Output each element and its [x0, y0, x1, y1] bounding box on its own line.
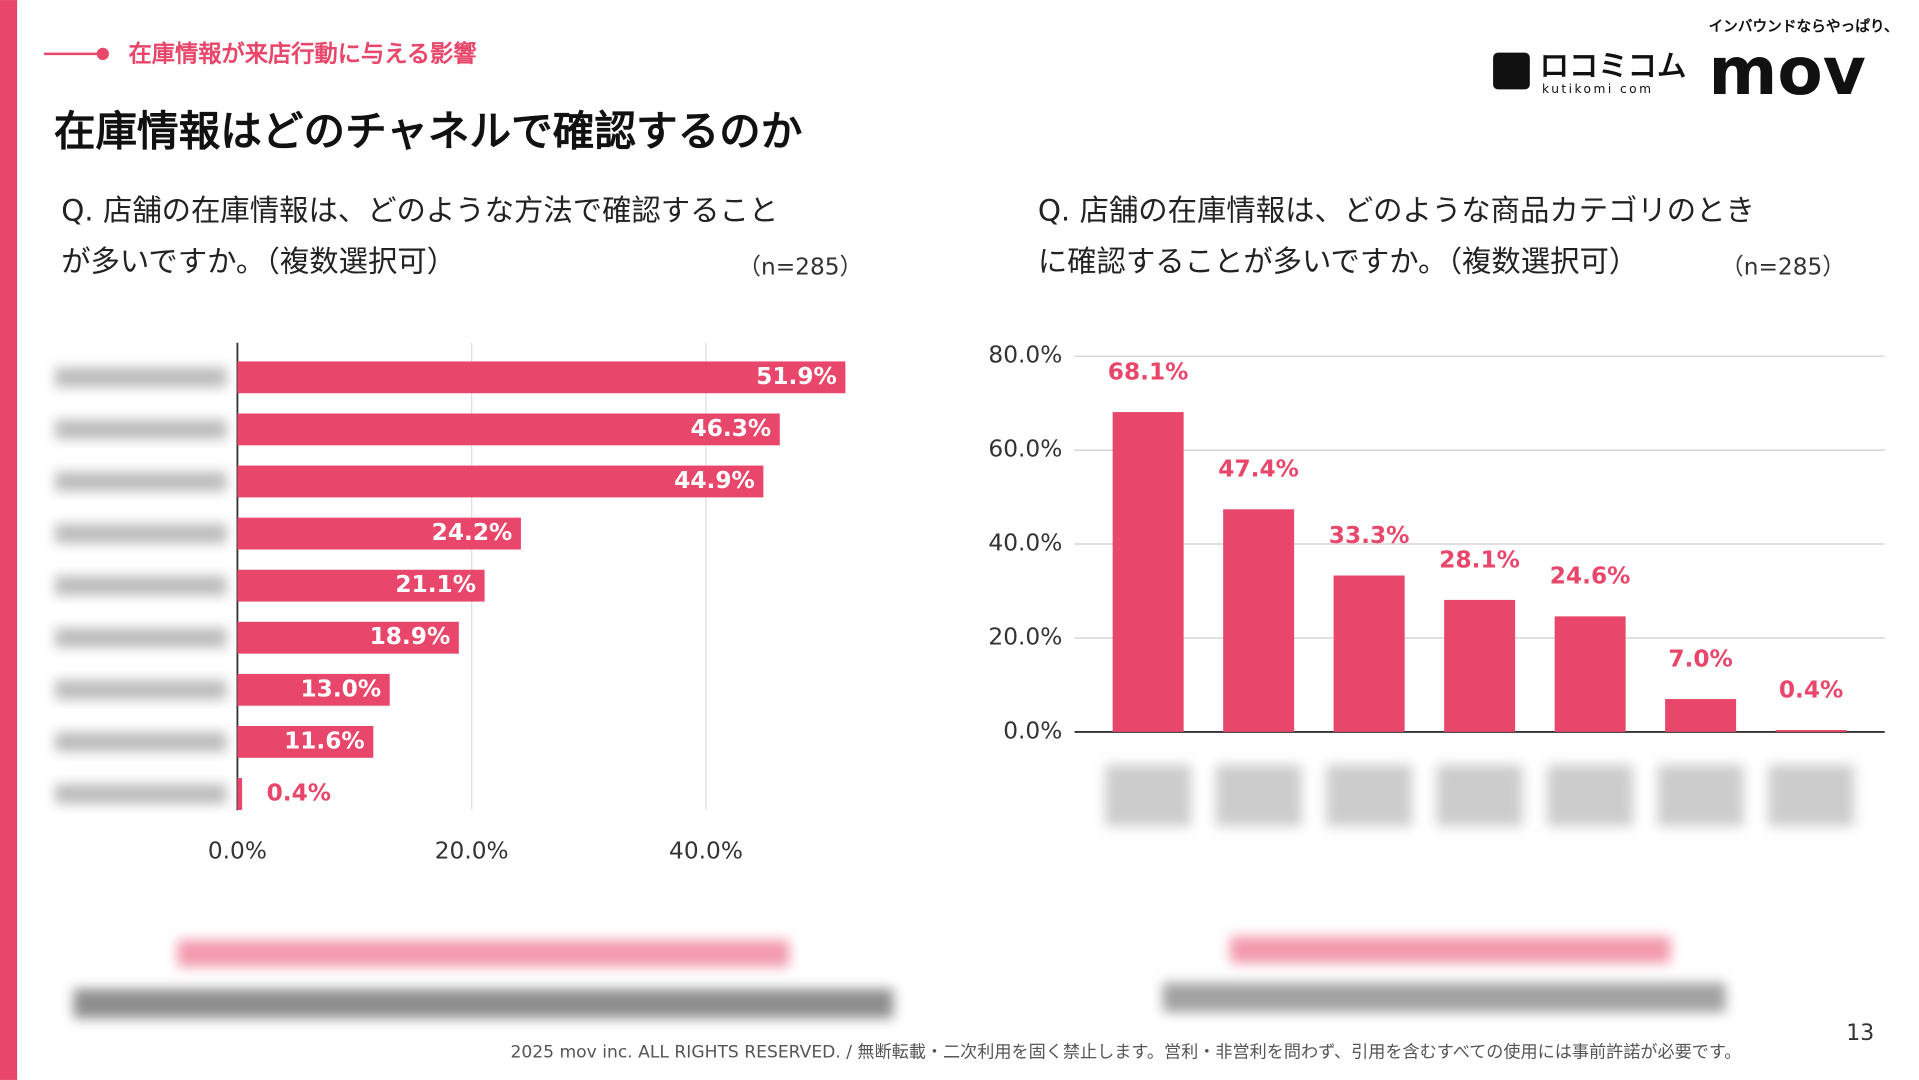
blurred-notes [73, 936, 1726, 1019]
bar [1112, 412, 1184, 732]
value-label: 46.3% [691, 415, 772, 442]
side-stripe [0, 0, 18, 1080]
bar [1444, 599, 1516, 732]
question: が多いですか。（複数選択可） [61, 245, 456, 279]
category-label-blur [1215, 764, 1302, 827]
y-tick-label: 0.0% [1003, 717, 1062, 744]
logo-tagline: インバウンドならやっぱり、 [1708, 17, 1898, 35]
category-label-blur [1547, 764, 1633, 827]
bar [1223, 509, 1295, 732]
logo-icon [1493, 52, 1530, 90]
value-label: 68.1% [1108, 358, 1189, 385]
category-label-blur [55, 523, 227, 544]
bar [237, 673, 390, 706]
logo-brand: mov [1708, 33, 1865, 110]
category-label-blur [55, 627, 227, 648]
footer: 2025 mov inc. ALL RIGHTS RESERVED. / 無断転… [510, 1042, 1741, 1063]
value-label: 24.2% [432, 519, 513, 546]
question: Q. 店舗の在庫情報は、どのような商品カテゴリのとき [1038, 193, 1755, 227]
bar [237, 778, 243, 810]
x-tick-label: 40.0% [669, 837, 743, 864]
category-label-blur [1105, 764, 1191, 827]
x-tick-label: 20.0% [435, 837, 509, 864]
category-label-blur [55, 680, 227, 700]
bar [1665, 699, 1737, 732]
value-label: 0.4% [267, 779, 331, 806]
sample-size: （n=285） [1720, 254, 1845, 281]
category-label-blur [55, 471, 227, 492]
question: Q. 店舗の在庫情報は、どのような方法で確認すること [61, 193, 778, 227]
logo-kutikomi: ロコミコム [1540, 49, 1687, 83]
bar [237, 413, 780, 446]
bar [237, 725, 374, 758]
category-label-blur [1326, 764, 1412, 827]
bar [237, 621, 459, 654]
section-label: 在庫情報が来店行動に与える影響 [129, 41, 477, 68]
bar [237, 465, 764, 498]
category-label-blur [55, 575, 227, 596]
bar [237, 361, 846, 394]
y-tick-label: 20.0% [988, 623, 1062, 650]
page-number: 13 [1846, 1021, 1874, 1046]
value-label: 33.3% [1329, 522, 1410, 549]
value-label: 0.4% [1779, 676, 1843, 703]
value-label: 44.9% [674, 467, 755, 494]
value-label: 47.4% [1218, 456, 1299, 483]
bar [1333, 575, 1405, 732]
value-label: 11.6% [284, 727, 365, 754]
category-label-blur [55, 419, 227, 440]
bar [1554, 616, 1626, 732]
y-tick-label: 80.0% [988, 342, 1062, 369]
value-label: 13.0% [300, 675, 381, 702]
bar [237, 517, 521, 550]
y-tick-label: 40.0% [988, 530, 1062, 557]
sample-size: （n=285） [738, 254, 863, 281]
category-label-blur [1436, 764, 1523, 827]
value-label: 7.0% [1668, 645, 1732, 672]
category-label-blur [1768, 764, 1854, 827]
question: に確認することが多いですか。（複数選択可） [1038, 245, 1638, 279]
value-label: 18.9% [370, 623, 451, 650]
category-label-blur [55, 784, 227, 804]
category-label-blur [1657, 764, 1744, 827]
value-label: 28.1% [1439, 546, 1520, 573]
logo-kutikomi-sub: kutikomi com [1542, 82, 1653, 96]
value-label: 21.1% [395, 571, 476, 598]
section-dot [96, 47, 109, 61]
bar [1775, 730, 1847, 732]
x-tick-label: 0.0% [208, 837, 267, 864]
value-label: 24.6% [1550, 563, 1631, 590]
category-label-blur [55, 732, 227, 752]
slide-title: 在庫情報はどのチャネルで確認するのか [54, 107, 803, 156]
value-label: 51.9% [756, 363, 837, 390]
y-tick-label: 60.0% [988, 436, 1062, 463]
category-label-blur [55, 367, 227, 388]
bar [237, 569, 485, 602]
